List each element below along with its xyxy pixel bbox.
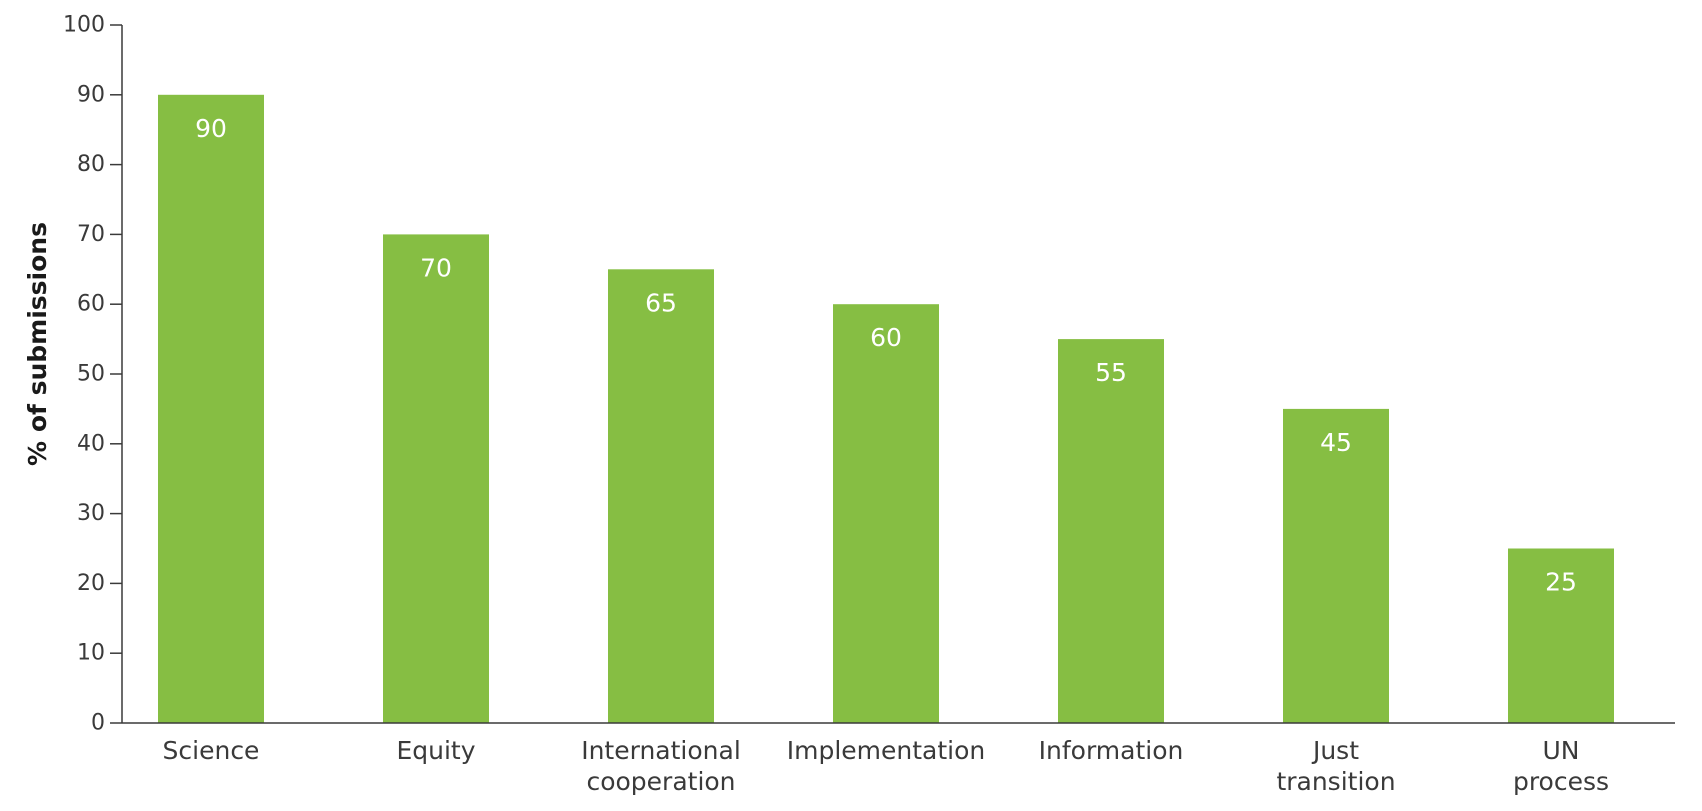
x-tick-label: Equity — [396, 736, 475, 765]
bar-value-label: 60 — [870, 323, 902, 352]
bar-value-label: 70 — [420, 253, 452, 282]
y-tick-label: 50 — [77, 362, 105, 387]
y-tick-label: 40 — [77, 431, 105, 456]
y-tick-label: 70 — [77, 222, 105, 247]
x-tick-label: Just transition — [1276, 736, 1395, 796]
x-tick-label-line: transition — [1276, 767, 1395, 796]
x-tick-label-line: process — [1513, 767, 1609, 796]
y-tick-label: 10 — [77, 641, 105, 666]
y-tick-label: 0 — [91, 711, 105, 736]
y-tick-label: 100 — [63, 13, 105, 38]
y-tick-label: 90 — [77, 82, 105, 107]
bar-value-label: 90 — [195, 114, 227, 143]
bar — [1283, 408, 1389, 723]
bar-value-label: 25 — [1545, 568, 1577, 597]
x-axis-labels: Science Equity International cooperation Imp… — [163, 736, 1610, 796]
x-tick-label-line: cooperation — [586, 767, 735, 796]
bar-value-label: 55 — [1095, 358, 1127, 387]
x-tick-label: Implementation — [787, 736, 986, 765]
y-tick-label: 80 — [77, 152, 105, 177]
x-tick-label-line: Just — [1311, 736, 1359, 765]
x-tick-label-line: Information — [1039, 736, 1184, 765]
y-axis-title: % of submissions — [23, 222, 52, 466]
bar-value-label: 45 — [1320, 428, 1352, 457]
x-tick-label-line: Equity — [396, 736, 475, 765]
bar — [158, 94, 264, 724]
y-tick-label: 60 — [77, 292, 105, 317]
bar — [1058, 339, 1164, 723]
x-tick-label-line: Science — [163, 736, 260, 765]
bar — [608, 269, 714, 723]
y-tick-label: 20 — [77, 571, 105, 596]
x-tick-label-line: UN — [1543, 736, 1580, 765]
x-tick-label: Science — [163, 736, 260, 765]
x-tick-label-line: International — [581, 736, 741, 765]
y-axis-ticks: 0 10 20 30 40 50 60 70 80 90 100 — [63, 13, 122, 736]
bars — [158, 94, 1614, 724]
x-tick-label: Information — [1039, 736, 1184, 765]
bar — [1508, 548, 1614, 723]
x-tick-label-line: Implementation — [787, 736, 986, 765]
bar-value-label: 65 — [645, 288, 677, 317]
x-tick-label: UN process — [1513, 736, 1609, 796]
bar-value-labels: 90 70 65 60 55 45 25 — [195, 114, 1577, 597]
bar — [383, 234, 489, 723]
x-tick-label: International cooperation — [581, 736, 741, 796]
bar — [833, 304, 939, 723]
y-tick-label: 30 — [77, 501, 105, 526]
